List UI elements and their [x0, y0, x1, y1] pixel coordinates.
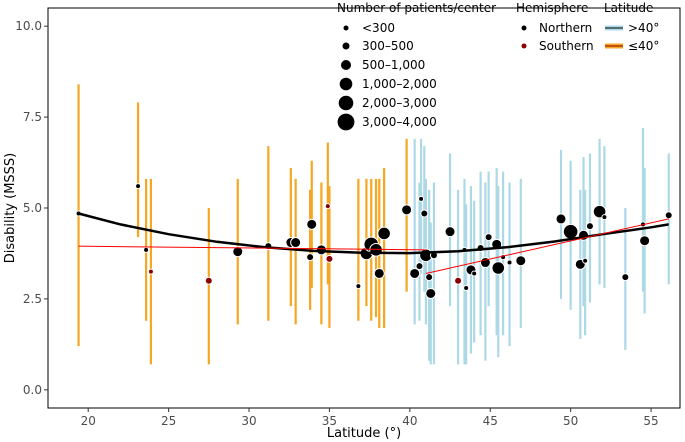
legend-southern-label: Southern: [539, 39, 594, 53]
center-point: [484, 233, 493, 242]
legend-northern-marker: [521, 25, 527, 31]
x-tick-label: 30: [241, 414, 256, 428]
center-point: [325, 254, 334, 263]
center-point: [306, 253, 315, 262]
x-tick-label: 35: [322, 414, 337, 428]
legend-size-label: 2,000–3,000: [362, 96, 437, 110]
legend-latitude-title: Latitude: [604, 1, 653, 15]
center-point: [479, 257, 491, 269]
center-point: [664, 211, 673, 220]
center-point: [143, 246, 150, 253]
legend-size-marker: [343, 25, 349, 31]
legend-size-label: 300–500: [362, 39, 414, 53]
x-tick-label: 25: [161, 414, 176, 428]
center-point: [377, 226, 391, 241]
y-tick-label: 5.0: [23, 201, 42, 215]
data-points: [75, 183, 673, 299]
legend-size-label: 3,000–4,000: [362, 115, 437, 129]
x-tick-label: 50: [563, 414, 578, 428]
center-point: [373, 267, 385, 279]
center-point: [401, 204, 413, 216]
legend-hemisphere-title: Hemisphere: [516, 1, 588, 15]
linear-fit-line: [425, 218, 669, 274]
center-point: [585, 222, 594, 231]
center-point: [582, 257, 589, 264]
y-tick-label: 10.0: [15, 19, 42, 33]
legend-low-latitude-label: ≤40°: [628, 39, 659, 53]
legend-size-marker: [341, 60, 351, 70]
center-point: [463, 285, 470, 291]
x-axis-title: Latitude (°): [327, 426, 401, 441]
legend: Number of patients/center <300 300–500 500…: [337, 1, 659, 131]
center-point: [306, 218, 318, 230]
x-tick-label: 20: [81, 414, 96, 428]
center-point: [418, 195, 425, 202]
center-point: [454, 276, 463, 285]
center-point: [601, 214, 608, 221]
center-point: [425, 273, 434, 282]
center-point: [232, 246, 244, 258]
center-point: [506, 259, 513, 266]
x-tick-label: 45: [483, 414, 498, 428]
legend-southern-marker: [521, 43, 527, 49]
legend-size-marker: [338, 95, 354, 111]
y-tick-label: 0.0: [23, 383, 42, 397]
x-tick-label: 40: [402, 414, 417, 428]
fit-lines: [78, 212, 669, 274]
legend-size-title: Number of patients/center: [337, 1, 496, 15]
center-point: [204, 276, 213, 285]
center-point: [562, 223, 579, 240]
center-point: [471, 270, 478, 277]
center-point: [415, 262, 424, 271]
legend-size-marker: [337, 113, 355, 131]
legend-size-label: <300: [362, 21, 395, 35]
center-point: [639, 235, 651, 247]
center-point: [444, 226, 456, 238]
center-point: [555, 213, 567, 225]
center-point: [135, 183, 142, 190]
legend-northern-label: Northern: [539, 21, 592, 35]
legend-high-latitude-label: >40°: [628, 21, 659, 35]
y-axis-title: Disability (MSSS): [3, 153, 18, 264]
center-point: [315, 244, 327, 256]
y-axis: 0.0 2.5 5.0 7.5 10.0: [15, 19, 48, 397]
center-point: [290, 237, 302, 249]
center-point: [409, 267, 421, 279]
linear-fit-line: [78, 245, 426, 251]
center-point: [515, 255, 527, 267]
center-point: [491, 261, 506, 275]
legend-size-marker: [339, 77, 353, 91]
legend-size-label: 500–1,000: [362, 58, 425, 72]
center-point: [147, 268, 154, 275]
y-tick-label: 7.5: [23, 110, 42, 124]
x-axis: 20 25 30 35 40 45 50 55: [81, 408, 659, 428]
center-point: [355, 283, 362, 290]
x-tick-label: 55: [643, 414, 658, 428]
legend-size-entries: <300 300–500 500–1,000 1,000–2,000 2,000–3,0…: [337, 21, 437, 131]
center-point: [425, 287, 437, 299]
center-point: [420, 209, 429, 218]
y-tick-label: 2.5: [23, 292, 42, 306]
legend-size-marker: [342, 42, 350, 50]
center-point: [324, 203, 331, 210]
legend-size-label: 1,000–2,000: [362, 77, 437, 91]
center-point: [621, 273, 630, 282]
